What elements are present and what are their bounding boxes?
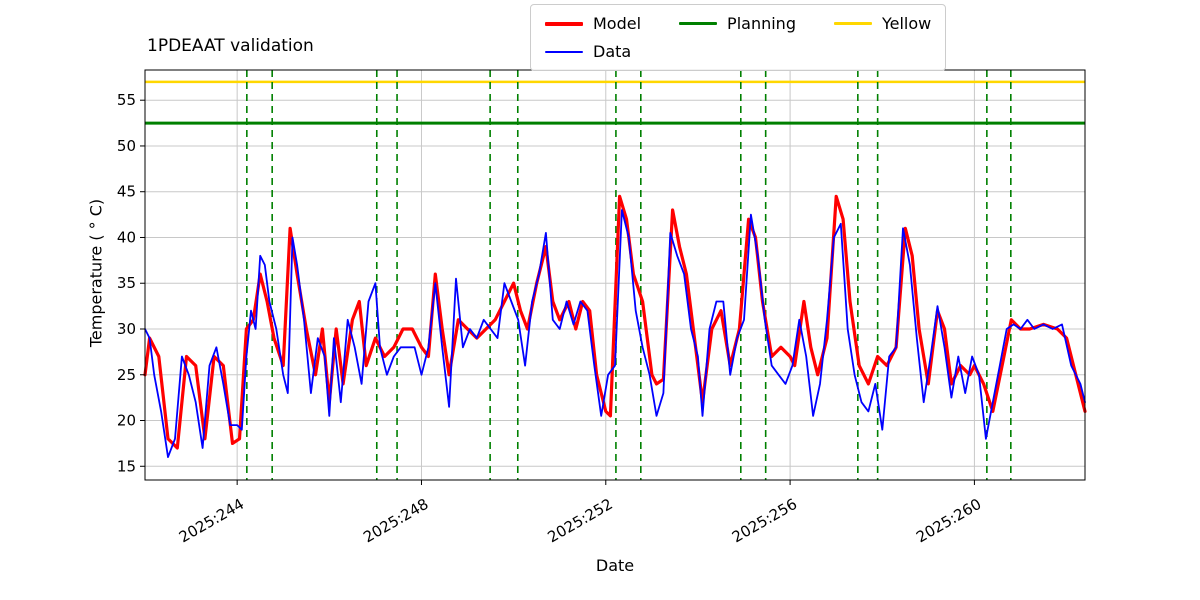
y-tick-label: 55 (117, 91, 136, 109)
legend: Model Planning Yellow Data (530, 4, 947, 71)
y-tick-label: 40 (117, 228, 136, 246)
x-tick-label: 2025:248 (360, 495, 431, 547)
data-line-swatch (545, 50, 583, 53)
y-tick-label: 15 (117, 457, 136, 475)
legend-item-yellow: Yellow (833, 14, 932, 33)
yellow-line-swatch (833, 22, 872, 25)
model-line-swatch (545, 21, 583, 26)
legend-label-planning: Planning (727, 14, 796, 33)
x-tick-label: 2025:256 (729, 495, 800, 547)
y-axis-label: Temperature ( ° C) (86, 198, 106, 348)
legend-item-planning: Planning (679, 14, 796, 33)
x-tick-label: 2025:260 (913, 495, 984, 547)
legend-item-data: Data (545, 42, 641, 61)
y-tick-label: 25 (117, 366, 136, 384)
chart-title: 1PDEAAT validation (147, 36, 314, 56)
legend-label-yellow: Yellow (881, 14, 932, 33)
y-tick-label: 35 (117, 274, 136, 292)
y-tick-label: 30 (117, 320, 136, 338)
series-data (144, 209, 1086, 459)
series-model (143, 194, 1087, 450)
y-tick-label: 50 (117, 137, 136, 155)
planning-line-swatch (679, 22, 718, 25)
y-tick-label: 45 (117, 183, 136, 201)
x-tick-label: 2025:244 (176, 495, 247, 547)
legend-label-data: Data (593, 42, 632, 61)
x-tick-label: 2025:252 (545, 495, 616, 547)
legend-item-model: Model (545, 14, 641, 33)
legend-label-model: Model (593, 14, 642, 33)
x-axis-label: Date (595, 556, 635, 575)
y-tick-label: 20 (117, 412, 136, 430)
